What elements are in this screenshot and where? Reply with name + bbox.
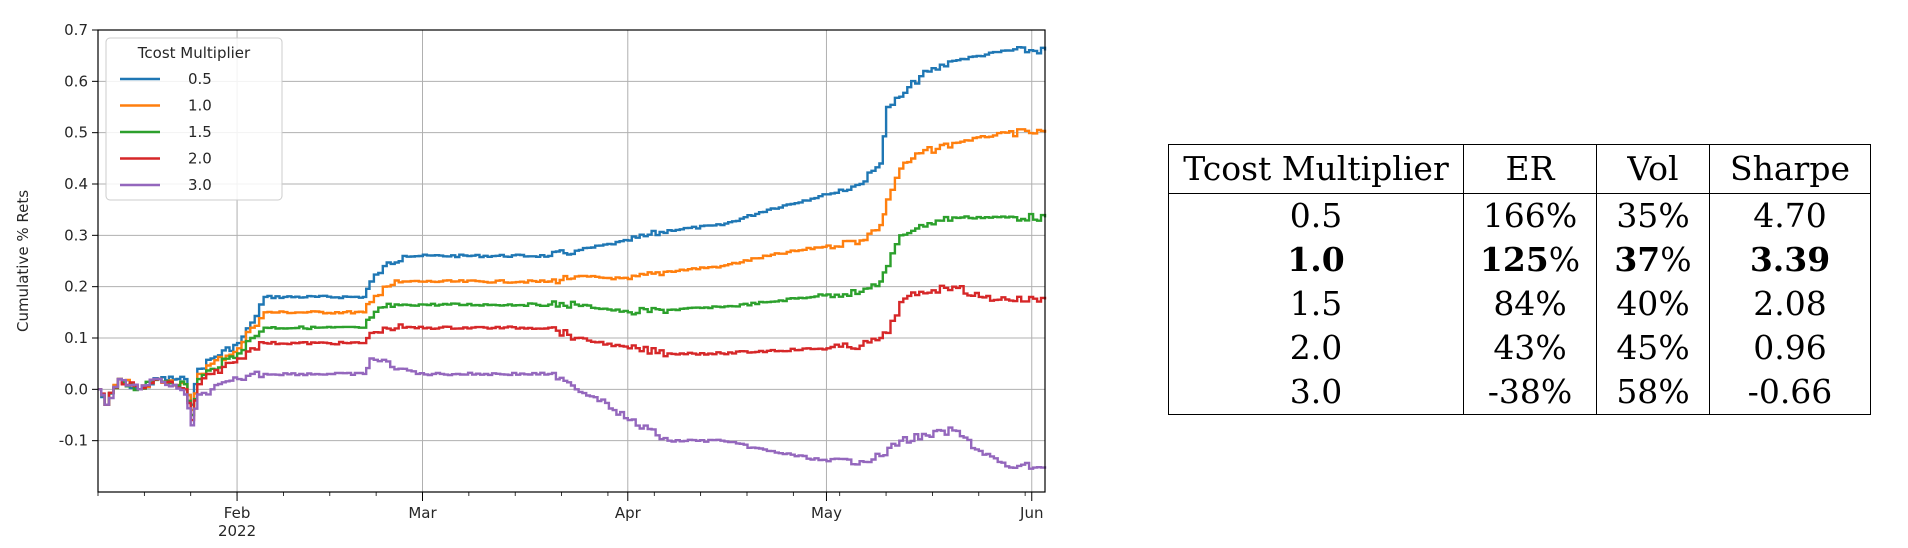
cell-er: 125% bbox=[1463, 238, 1597, 282]
table-header-row: Tcost Multiplier ER Vol Sharpe bbox=[1168, 144, 1871, 194]
series-line-0-5 bbox=[98, 46, 1047, 406]
cell-multiplier: 1.5 bbox=[1168, 282, 1464, 326]
series-line-3-0 bbox=[98, 357, 1047, 470]
series-line-1-5 bbox=[98, 212, 1047, 417]
y-tick-label: 0.5 bbox=[64, 124, 88, 142]
cell-er: 43% bbox=[1463, 326, 1597, 370]
results-table-container: Tcost Multiplier ER Vol Sharpe 0.5 166% 35… bbox=[1168, 144, 1871, 415]
cell-er: 84% bbox=[1463, 282, 1597, 326]
legend-title: Tcost Multiplier bbox=[137, 44, 251, 62]
cell-vol: 35% bbox=[1596, 193, 1710, 238]
header-vol: Vol bbox=[1596, 144, 1710, 194]
legend-label: 1.5 bbox=[188, 123, 212, 141]
cell-vol: 37% bbox=[1596, 238, 1710, 282]
series-line-2-0 bbox=[98, 284, 1047, 422]
x-tick-sublabel: 2022 bbox=[218, 522, 256, 540]
cell-er: 166% bbox=[1463, 193, 1597, 238]
table-row: 3.0 -38% 58% -0.66 bbox=[1168, 370, 1871, 415]
cell-sharpe: -0.66 bbox=[1709, 370, 1871, 415]
y-tick-label: 0.1 bbox=[64, 329, 88, 347]
cell-sharpe: 3.39 bbox=[1709, 238, 1871, 282]
cell-multiplier: 0.5 bbox=[1168, 193, 1464, 238]
y-tick-label: 0.6 bbox=[64, 72, 88, 90]
header-tcost-multiplier: Tcost Multiplier bbox=[1168, 144, 1464, 194]
plot-frame bbox=[97, 29, 1046, 493]
series-line-1-0 bbox=[98, 128, 1047, 412]
cell-multiplier: 1.0 bbox=[1168, 238, 1464, 282]
x-tick-label: Feb bbox=[224, 504, 251, 522]
x-tick-label: May bbox=[811, 504, 842, 522]
cell-vol: 45% bbox=[1596, 326, 1710, 370]
y-axis-label: Cumulative % Rets bbox=[14, 190, 32, 332]
cell-er: -38% bbox=[1463, 370, 1597, 415]
results-table: Tcost Multiplier ER Vol Sharpe 0.5 166% 35… bbox=[1168, 144, 1871, 415]
cell-multiplier: 3.0 bbox=[1168, 370, 1464, 415]
returns-chart: -0.1 0.0 0.1 0.2 0.3 0.4 0.5 0.6 0.7 Feb 2022 Mar Ap… bbox=[14, 21, 1047, 540]
x-tick-label: Apr bbox=[615, 504, 642, 522]
table-row: 1.5 84% 40% 2.08 bbox=[1168, 282, 1871, 326]
table-row: 2.0 43% 45% 0.96 bbox=[1168, 326, 1871, 370]
legend-label: 0.5 bbox=[188, 70, 212, 88]
legend-label: 1.0 bbox=[188, 97, 212, 115]
header-er: ER bbox=[1463, 144, 1597, 194]
y-tick-label: 0.7 bbox=[64, 21, 88, 39]
table-row: 0.5 166% 35% 4.70 bbox=[1168, 193, 1871, 238]
y-tick-label: -0.1 bbox=[59, 432, 88, 450]
cell-multiplier: 2.0 bbox=[1168, 326, 1464, 370]
y-tick-label: 0.2 bbox=[64, 278, 88, 296]
table-row: 1.0 125% 37% 3.39 bbox=[1168, 238, 1871, 282]
table-body: 0.5 166% 35% 4.70 1.0 125% 37% 3.39 1.5 84% 40% 2.0… bbox=[1168, 193, 1871, 415]
y-tick-label: 0.3 bbox=[64, 226, 88, 244]
y-tick-label: 0.0 bbox=[64, 380, 88, 398]
cell-vol: 58% bbox=[1596, 370, 1710, 415]
x-tick-label: Jun bbox=[1019, 504, 1043, 522]
cell-vol: 40% bbox=[1596, 282, 1710, 326]
y-tick-label: 0.4 bbox=[64, 175, 88, 193]
cell-sharpe: 4.70 bbox=[1709, 193, 1871, 238]
legend-label: 2.0 bbox=[188, 150, 212, 168]
legend: Tcost Multiplier 0.5 1.0 1.5 2.0 3.0 bbox=[105, 37, 283, 201]
header-sharpe: Sharpe bbox=[1709, 144, 1871, 194]
series-group bbox=[98, 46, 1047, 470]
legend-label: 3.0 bbox=[188, 176, 212, 194]
cell-sharpe: 0.96 bbox=[1709, 326, 1871, 370]
cell-sharpe: 2.08 bbox=[1709, 282, 1871, 326]
x-tick-label: Mar bbox=[408, 504, 437, 522]
